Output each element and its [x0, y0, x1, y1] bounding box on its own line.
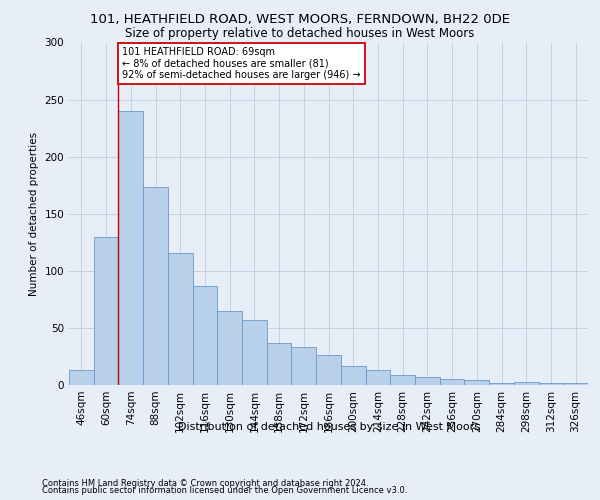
Y-axis label: Number of detached properties: Number of detached properties — [29, 132, 39, 296]
Bar — [341, 366, 365, 385]
Bar — [563, 382, 588, 385]
Text: 101 HEATHFIELD ROAD: 69sqm
← 8% of detached houses are smaller (81)
92% of semi-: 101 HEATHFIELD ROAD: 69sqm ← 8% of detac… — [122, 47, 361, 80]
Bar — [292, 348, 316, 385]
Bar — [143, 188, 168, 385]
Text: Contains public sector information licensed under the Open Government Licence v3: Contains public sector information licen… — [42, 486, 407, 495]
Bar — [365, 370, 390, 385]
Bar — [242, 320, 267, 385]
Bar — [316, 356, 341, 385]
Bar — [168, 252, 193, 385]
Bar — [69, 370, 94, 385]
Text: Contains HM Land Registry data © Crown copyright and database right 2024.: Contains HM Land Registry data © Crown c… — [42, 478, 368, 488]
Bar — [440, 380, 464, 385]
Bar — [118, 111, 143, 385]
Bar — [489, 382, 514, 385]
Bar — [464, 380, 489, 385]
Bar — [267, 343, 292, 385]
Bar — [390, 374, 415, 385]
Bar — [539, 382, 563, 385]
Text: Size of property relative to detached houses in West Moors: Size of property relative to detached ho… — [125, 28, 475, 40]
Bar — [514, 382, 539, 385]
Bar — [94, 236, 118, 385]
Bar — [193, 286, 217, 385]
Bar — [217, 311, 242, 385]
Bar — [415, 377, 440, 385]
Text: 101, HEATHFIELD ROAD, WEST MOORS, FERNDOWN, BH22 0DE: 101, HEATHFIELD ROAD, WEST MOORS, FERNDO… — [90, 12, 510, 26]
Text: Distribution of detached houses by size in West Moors: Distribution of detached houses by size … — [178, 422, 480, 432]
